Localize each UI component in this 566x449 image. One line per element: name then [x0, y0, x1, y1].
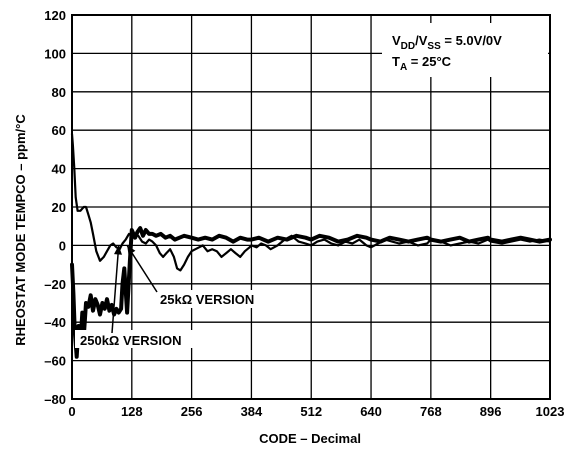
annotation-25k-bg: [155, 290, 277, 308]
y-tick-label: –60: [44, 354, 66, 369]
y-axis-label: RHEOSTAT MODE TEMPCO – ppm/°C: [13, 114, 28, 346]
conditions-box: [382, 23, 548, 77]
y-tick-label: –20: [44, 277, 66, 292]
x-tick-label: 128: [121, 404, 143, 419]
x-tick-label: 512: [300, 404, 322, 419]
annotation-250k-arrowhead: [114, 245, 122, 255]
y-tick-label: 40: [52, 162, 66, 177]
x-tick-label: 640: [360, 404, 382, 419]
x-tick-label: 384: [241, 404, 263, 419]
cond-ss: SS: [427, 41, 441, 52]
x-tick-label: 896: [480, 404, 502, 419]
y-tick-labels: –80 –60 –40 –20 0 20 40 60 80 100 120: [44, 8, 66, 407]
cond-voltage: = 5.0V/0V: [441, 33, 502, 48]
y-tick-label: 0: [59, 238, 66, 253]
conditions-vdd: VDD/VSS = 5.0V/0V: [392, 33, 502, 52]
y-tick-label: 120: [44, 8, 66, 23]
x-tick-label: 1023: [536, 404, 565, 419]
y-tick-label: 60: [52, 123, 66, 138]
x-tick-label: 0: [68, 404, 75, 419]
cond-dd: DD: [401, 41, 415, 52]
cond-temp: = 25°C: [407, 54, 451, 69]
annotation-250k-bg: [75, 330, 221, 348]
y-tick-label: –40: [44, 315, 66, 330]
y-tick-label: 20: [52, 200, 66, 215]
conditions-ta: TA = 25°C: [392, 54, 452, 73]
series-layer: [70, 132, 552, 359]
x-tick-label: 768: [420, 404, 442, 419]
annotation-250k: 250kΩ VERSION: [80, 333, 181, 348]
annotation-25k: 25kΩ VERSION: [160, 292, 254, 307]
series-line-250k: [70, 226, 552, 359]
x-tick-labels: 0 128 256 384 512 640 768 896 1023: [68, 404, 564, 419]
cond-a: A: [400, 62, 407, 73]
annotation-25k-arrowhead: [127, 245, 136, 256]
cond-slash-v: /V: [415, 33, 428, 48]
annotation-25k-arrow: [126, 244, 158, 293]
x-axis-label: CODE – Decimal: [259, 431, 361, 446]
annotation-250k-arrow: [111, 245, 120, 334]
y-tick-label: 100: [44, 46, 66, 61]
cond-t: T: [392, 54, 400, 69]
x-tick-label: 256: [181, 404, 203, 419]
series-line-25k: [70, 132, 552, 272]
cond-v: V: [392, 33, 401, 48]
y-tick-label: 80: [52, 85, 66, 100]
y-tick-label: –80: [44, 392, 66, 407]
plot-frame: [71, 14, 551, 400]
